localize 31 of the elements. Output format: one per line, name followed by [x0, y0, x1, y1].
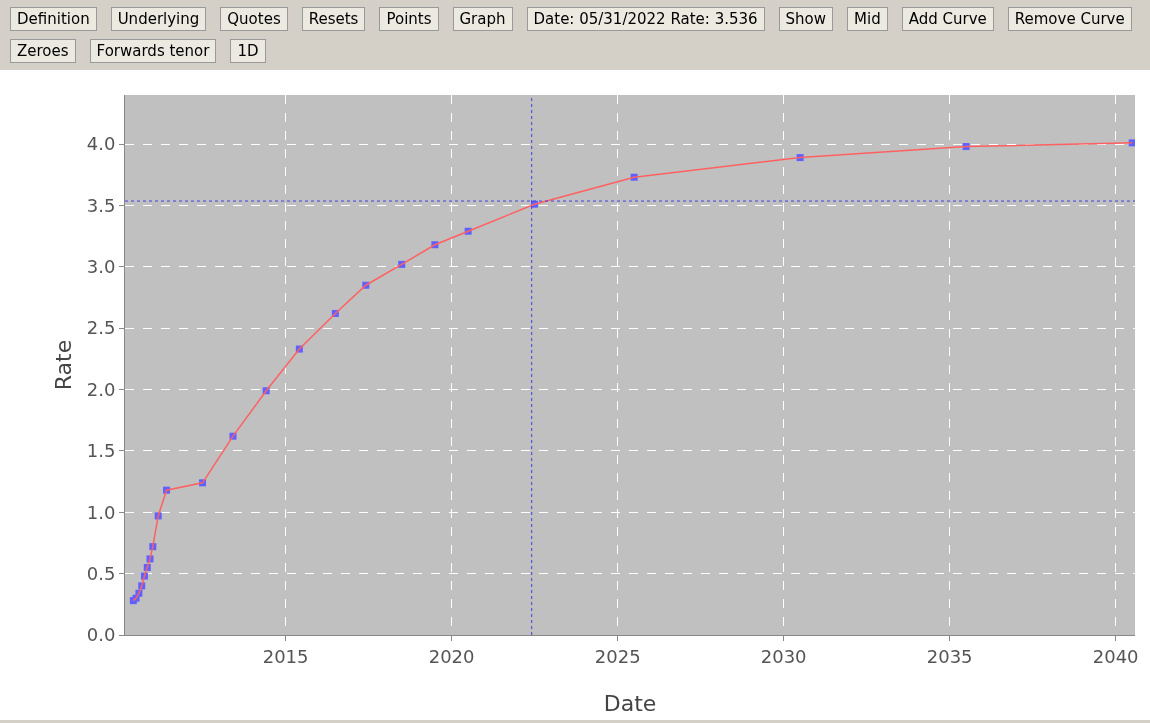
y-tick-label: 3.0 — [86, 256, 116, 278]
x-tick-label: 2030 — [760, 645, 807, 667]
text: Points — [379, 7, 439, 31]
text: Forwards tenor — [89, 39, 217, 63]
y-tick-label: 1.5 — [86, 440, 116, 462]
y-tick-label: 0.5 — [86, 562, 116, 584]
text: Zeroes — [10, 39, 76, 63]
x-axis-title: Date — [603, 691, 657, 716]
y-tick-label: 0.0 — [86, 624, 116, 646]
x-tick-label: 2025 — [594, 645, 641, 667]
text: Mid — [847, 7, 888, 31]
y-tick-label: 1.0 — [86, 501, 116, 523]
text: Remove Curve — [1007, 7, 1132, 31]
y-tick-label: 2.0 — [86, 378, 116, 400]
y-axis-title: Rate — [51, 339, 76, 391]
text: Definition — [10, 7, 97, 31]
y-tick-label: 2.5 — [86, 317, 116, 339]
text: 1D — [230, 39, 266, 63]
text: Resets — [301, 7, 366, 31]
text: Show — [778, 7, 834, 31]
x-tick-label: 2015 — [262, 645, 309, 667]
text: Date: 05/31/2022 Rate: 3.536 — [526, 7, 765, 31]
y-tick-label: 3.5 — [86, 194, 116, 216]
text: Add Curve — [901, 7, 994, 31]
text: Graph — [452, 7, 513, 31]
text: Quotes — [220, 7, 288, 31]
text: Underlying — [110, 7, 207, 31]
x-tick-label: 2020 — [428, 645, 475, 667]
x-tick-label: 2035 — [926, 645, 973, 667]
x-tick-label: 2040 — [1092, 645, 1139, 667]
y-tick-label: 4.0 — [86, 133, 116, 155]
